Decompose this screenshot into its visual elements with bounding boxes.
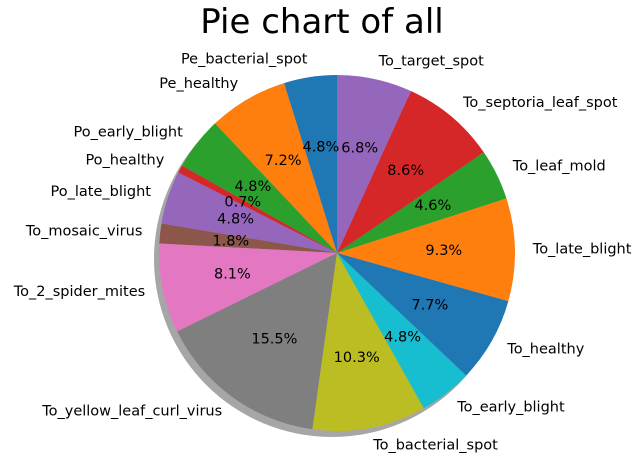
pct-label-to-early-blight: 4.8% — [384, 329, 421, 345]
pct-label-to-late-blight: 9.3% — [425, 243, 462, 259]
slice-to-leaf-mold — [337, 152, 507, 253]
slice-label-to-bacterial-spot: To_bacterial_spot — [372, 437, 498, 453]
pct-label-to-septoria-leaf-spot: 8.6% — [387, 163, 424, 179]
pie-slices — [158, 75, 516, 432]
slice-to-early-blight — [337, 253, 467, 409]
slice-label-to-yellow-leaf-curl-virus: To_yellow_leaf_curl_virus — [41, 404, 222, 420]
slice-to-late-blight — [337, 198, 516, 302]
slice-label-po-early-blight: Po_early_blight — [73, 124, 183, 140]
pct-label-to-bacterial-spot: 10.3% — [334, 350, 380, 366]
pct-label-to-leaf-mold: 4.6% — [414, 198, 451, 214]
slice-label-to-early-blight: To_early_blight — [456, 400, 565, 416]
slice-label-to-healthy: To_healthy — [506, 342, 584, 358]
slice-po-healthy — [178, 165, 337, 253]
pct-label-pe-healthy: 7.2% — [265, 153, 302, 169]
slice-label-pe-bacterial-spot: Pe_bacterial_spot — [181, 51, 308, 67]
slice-label-pe-healthy: Pe_healthy — [159, 76, 238, 92]
slice-label-to-mosaic-virus: To_mosaic_virus — [25, 224, 143, 240]
pct-label-po-healthy: 0.7% — [224, 195, 261, 211]
slice-to-bacterial-spot — [312, 253, 424, 432]
slice-to-healthy — [337, 253, 509, 376]
pct-label-po-late-blight: 4.8% — [217, 212, 254, 228]
percent-labels: 4.8%7.2%4.8%0.7%4.8%1.8%8.1%15.5%10.3%4.… — [212, 139, 462, 366]
slice-label-po-late-blight: Po_late_blight — [51, 184, 152, 200]
slice-to-yellow-leaf-curl-virus — [177, 253, 337, 430]
slice-label-po-healthy: Po_healthy — [85, 153, 164, 169]
chart-title: Pie chart of all — [200, 2, 444, 42]
pct-label-to-mosaic-virus: 1.8% — [212, 233, 249, 249]
slice-label-to-late-blight: To_late_blight — [532, 241, 632, 257]
pct-label-to-2-spider-mites: 8.1% — [214, 266, 251, 282]
slice-to-target-spot — [337, 75, 411, 253]
slice-pe-healthy — [214, 83, 337, 253]
slice-label-to-septoria-leaf-spot: To_septoria_leaf_spot — [462, 95, 618, 111]
pct-label-to-target-spot: 6.8% — [341, 141, 378, 157]
slice-po-late-blight — [161, 172, 337, 253]
pct-label-to-yellow-leaf-curl-virus: 15.5% — [251, 332, 297, 348]
slice-label-to-target-spot: To_target_spot — [378, 54, 484, 70]
slice-to-2-spider-mites — [158, 243, 337, 332]
pct-label-po-early-blight: 4.8% — [234, 179, 271, 195]
slice-label-to-2-spider-mites: To_2_spider_mites — [13, 284, 145, 300]
slice-pe-bacterial-spot — [284, 75, 337, 253]
pct-label-to-healthy: 7.7% — [411, 298, 448, 314]
slice-po-early-blight — [181, 123, 337, 254]
slice-to-mosaic-virus — [159, 223, 337, 253]
slice-label-to-leaf-mold: To_leaf_mold — [512, 159, 606, 175]
slice-labels: Pe_bacterial_spot Pe_healthy Po_early_blig… — [13, 51, 632, 453]
pct-label-pe-bacterial-spot: 4.8% — [302, 139, 339, 155]
slice-to-septoria-leaf-spot — [337, 91, 484, 253]
